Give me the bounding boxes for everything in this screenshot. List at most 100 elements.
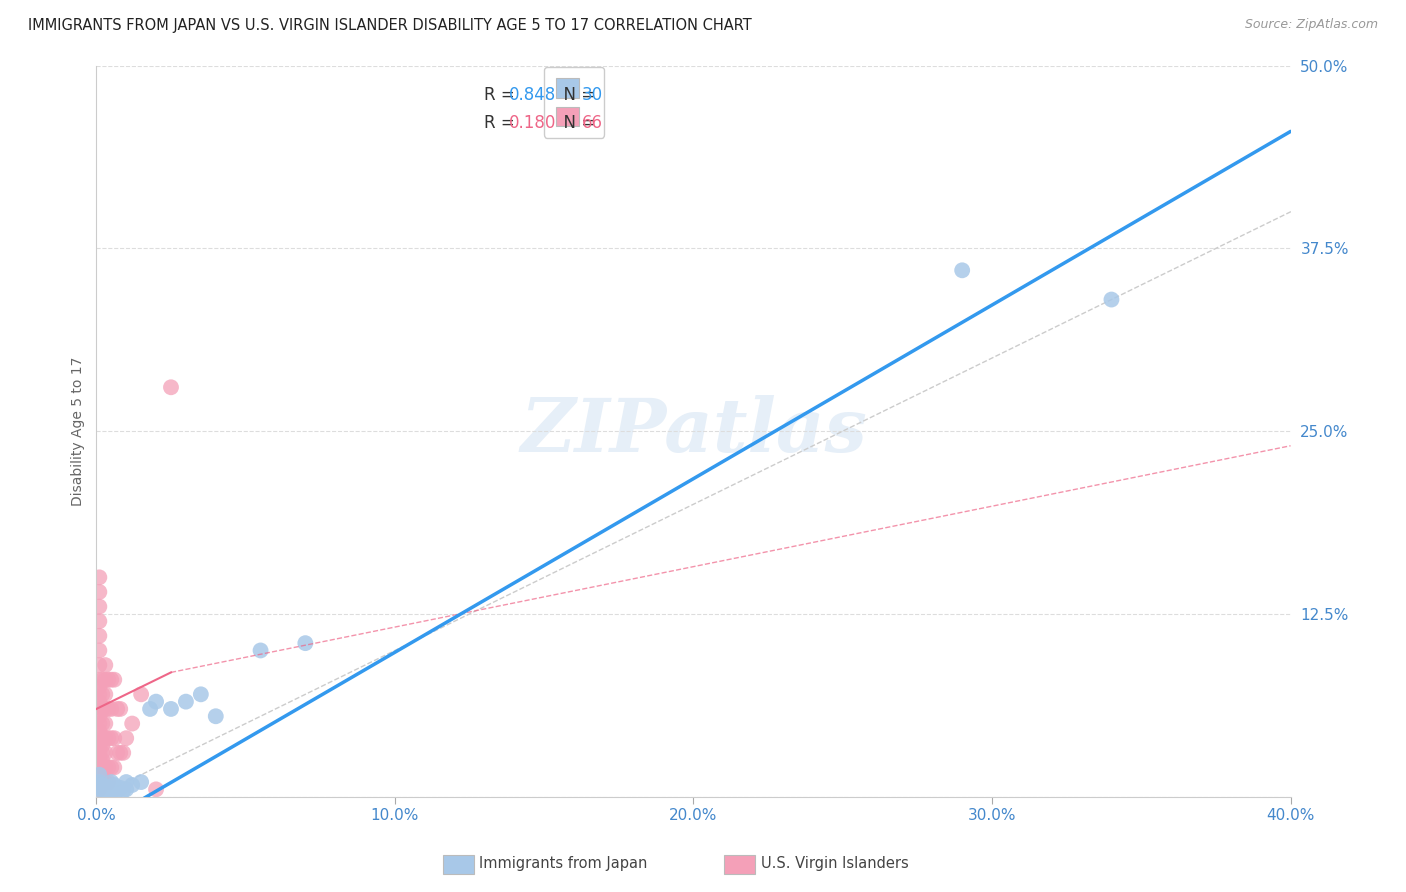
Point [160,380,183,394]
Point [89,782,111,797]
Text: 66: 66 [582,114,603,132]
Point [294,636,316,650]
Point [94,687,117,701]
Point [91,753,114,767]
Point [89,629,111,643]
Point [89,778,111,792]
Point [89,702,111,716]
Point [115,775,138,789]
Point [105,702,128,716]
Point [91,673,114,687]
Point [91,746,114,760]
Point [89,775,111,789]
Legend: , : , [544,67,605,137]
Point [121,778,143,792]
Point [100,673,122,687]
Text: R =: R = [484,114,520,132]
Point [129,687,152,701]
Point [97,784,120,798]
Point [89,680,111,694]
Point [94,780,117,794]
Point [89,768,111,782]
Point [97,760,120,774]
Point [94,731,117,746]
Point [97,780,120,795]
Point [105,784,128,798]
Point [91,775,114,789]
Point [91,739,114,753]
Point [139,702,162,716]
Point [94,775,117,789]
Point [89,746,111,760]
Text: Immigrants from Japan: Immigrants from Japan [479,856,648,871]
Point [89,643,111,657]
Point [115,731,138,746]
Point [97,775,120,789]
Point [249,643,271,657]
Point [100,760,122,774]
Point [100,785,122,799]
Text: N =: N = [553,114,600,132]
Point [103,760,125,774]
Point [89,716,111,731]
Point [89,614,111,628]
Point [94,760,117,774]
Point [94,673,117,687]
Point [115,782,138,797]
Point [110,780,132,795]
Point [89,775,111,789]
Point [112,746,135,760]
Point [100,731,122,746]
Text: 30: 30 [582,87,603,104]
Point [89,599,111,614]
Text: U.S. Virgin Islanders: U.S. Virgin Islanders [761,856,908,871]
Point [129,775,152,789]
Text: ZIPatlas: ZIPatlas [520,395,868,467]
Point [94,746,117,760]
Point [91,768,114,782]
Point [89,673,111,687]
Point [89,753,111,767]
Point [91,687,114,701]
Point [112,784,135,798]
Point [204,709,226,723]
Text: N =: N = [553,87,600,104]
Point [94,702,117,716]
Point [91,782,114,797]
Point [103,673,125,687]
Text: R =: R = [484,87,520,104]
Text: 0.848: 0.848 [509,87,557,104]
Point [110,702,132,716]
Point [89,768,111,782]
Point [89,709,111,723]
Text: IMMIGRANTS FROM JAPAN VS U.S. VIRGIN ISLANDER DISABILITY AGE 5 TO 17 CORRELATION: IMMIGRANTS FROM JAPAN VS U.S. VIRGIN ISL… [28,18,752,33]
Point [94,785,117,799]
Text: Source: ZipAtlas.com: Source: ZipAtlas.com [1244,18,1378,31]
Point [89,723,111,738]
Point [105,746,128,760]
Y-axis label: Disability Age 5 to 17: Disability Age 5 to 17 [72,357,86,506]
Point [97,673,120,687]
Point [89,760,111,774]
Point [89,731,111,746]
Point [103,782,125,797]
Point [89,739,111,753]
Point [145,695,167,709]
Point [103,778,125,792]
Point [121,716,143,731]
Point [91,702,114,716]
Point [89,570,111,584]
Point [174,695,197,709]
Point [91,716,114,731]
Point [190,687,212,701]
Point [91,731,114,746]
Point [91,778,114,792]
Point [100,702,122,716]
Point [89,695,111,709]
Point [110,746,132,760]
Point [160,702,183,716]
Point [89,782,111,797]
Text: 0.180: 0.180 [509,114,557,132]
Point [950,263,973,277]
Point [97,731,120,746]
